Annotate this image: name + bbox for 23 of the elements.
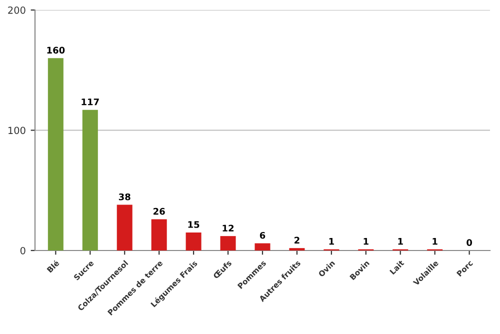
data-label: 1 [364,238,368,245]
data-label: 160 [47,46,65,54]
bar [151,219,167,250]
data-label: 12 [222,224,234,232]
data-label: 1 [398,238,403,245]
bar [48,58,64,250]
data-label: 26 [154,208,165,215]
bar [254,243,270,250]
data-label: 117 [82,98,99,106]
bar [220,236,236,250]
data-label: 38 [118,193,130,200]
bar [186,232,202,250]
bar [82,110,98,250]
bar [116,204,132,250]
y-tick-label: 100 [8,126,26,134]
y-tick-label: 0 [20,246,26,254]
y-tick-label: 200 [8,6,26,14]
data-label: 0 [466,239,472,246]
data-label: 2 [294,236,300,244]
data-label: 1 [432,238,438,245]
data-label: 6 [260,232,266,239]
data-label: 1 [329,238,334,245]
data-label: 15 [188,221,200,228]
